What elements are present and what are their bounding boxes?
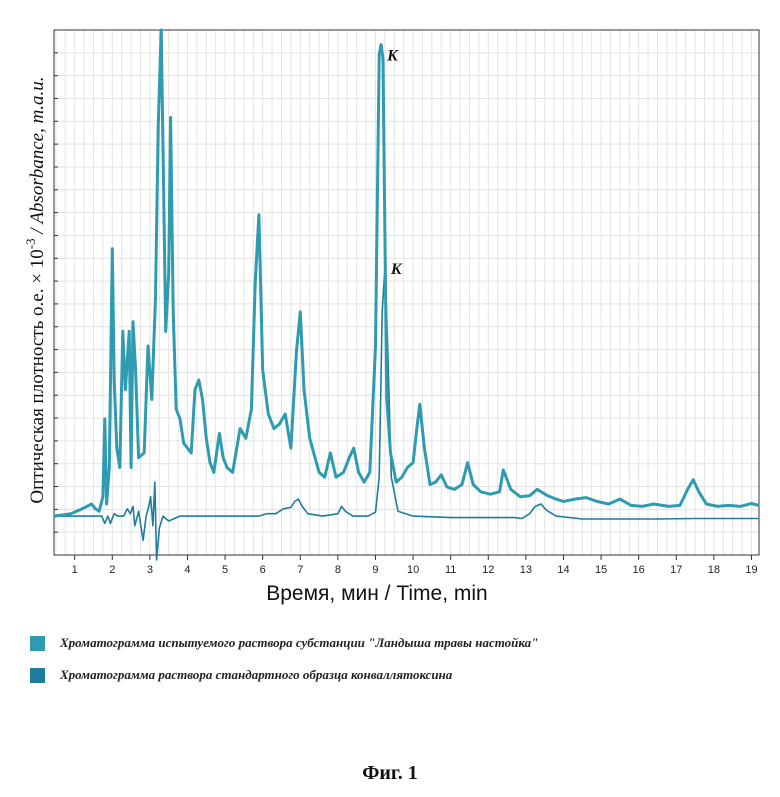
x-tick-label: 9: [372, 564, 378, 576]
y-axis-label-main: Оптическая плотность о.е. × 10: [27, 249, 48, 503]
legend-item-standard: Хроматограмма раствора стандартного обра…: [30, 665, 452, 685]
x-tick-label: 13: [520, 564, 532, 576]
x-tick-label: 6: [260, 564, 266, 576]
peak-annotation: K: [390, 261, 403, 278]
legend-item-sample: Хроматограмма испытуемого раствора субст…: [30, 633, 538, 653]
x-tick-label: 3: [147, 564, 153, 576]
x-tick-label: 19: [745, 564, 757, 576]
legend-label-standard: Хроматограмма раствора стандартного обра…: [60, 667, 452, 683]
x-tick-label: 12: [482, 564, 494, 576]
y-axis-label-italic: / Absorbance, m.a.u.: [27, 76, 48, 238]
x-tick-label: 10: [407, 564, 419, 576]
x-tick-label: 8: [335, 564, 341, 576]
legend-label-sample: Хроматограмма испытуемого раствора субст…: [60, 635, 538, 651]
x-tick-label: 18: [708, 564, 720, 576]
x-tick-label: 17: [670, 564, 682, 576]
legend-swatch-sample: [30, 636, 45, 651]
y-axis-label-exponent: -3: [23, 238, 38, 249]
x-tick-label: 15: [595, 564, 607, 576]
x-tick-label: 16: [633, 564, 645, 576]
x-tick-label: 5: [222, 564, 228, 576]
x-axis-ticks: 12345678910111213141516171819: [72, 555, 758, 576]
x-tick-label: 2: [109, 564, 115, 576]
x-tick-label: 7: [297, 564, 303, 576]
x-tick-label: 14: [557, 564, 569, 576]
x-tick-label: 11: [445, 564, 456, 576]
peak-annotation: K: [386, 48, 399, 65]
x-axis-label: Время, мин / Time, min: [266, 582, 488, 605]
legend-swatch-standard: [30, 668, 45, 683]
y-axis-label: Оптическая плотность о.е. × 10-3 / Absor…: [23, 76, 48, 503]
x-tick-label: 1: [72, 564, 78, 576]
figure-caption: Фиг. 1: [0, 762, 780, 785]
chromatogram-chart: 12345678910111213141516171819 KK Время, …: [0, 0, 780, 620]
x-tick-label: 4: [184, 564, 190, 576]
